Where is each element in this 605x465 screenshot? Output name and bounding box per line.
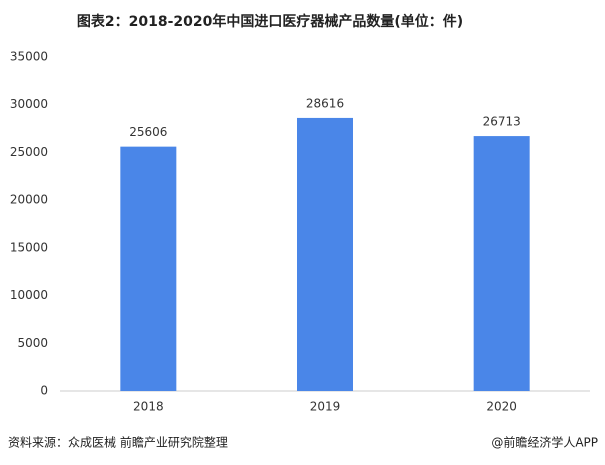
y-tick-label: 30000 [10,97,48,111]
x-tick-label: 2019 [310,400,341,414]
y-tick-label: 35000 [10,50,48,64]
credit: @前瞻经济学人APP [491,435,598,450]
source-note: 资料来源：众成医械 前瞻产业研究院整理 [8,435,228,450]
data-label: 26713 [483,115,521,129]
y-tick-label: 25000 [10,145,48,159]
y-tick-label: 20000 [10,193,48,207]
bar [473,136,530,391]
y-tick-label: 10000 [10,288,48,302]
bar [120,146,177,391]
y-tick-label: 0 [40,384,48,398]
y-tick-label: 15000 [10,240,48,254]
x-tick-label: 2020 [486,400,517,414]
data-label: 28616 [306,96,344,110]
x-tick-label: 2018 [133,400,164,414]
bar [297,117,353,391]
data-label: 25606 [129,125,167,139]
y-tick-label: 5000 [17,336,48,350]
chart-title: 图表2：2018-2020年中国进口医疗器械产品数量(单位：件) [77,13,463,30]
